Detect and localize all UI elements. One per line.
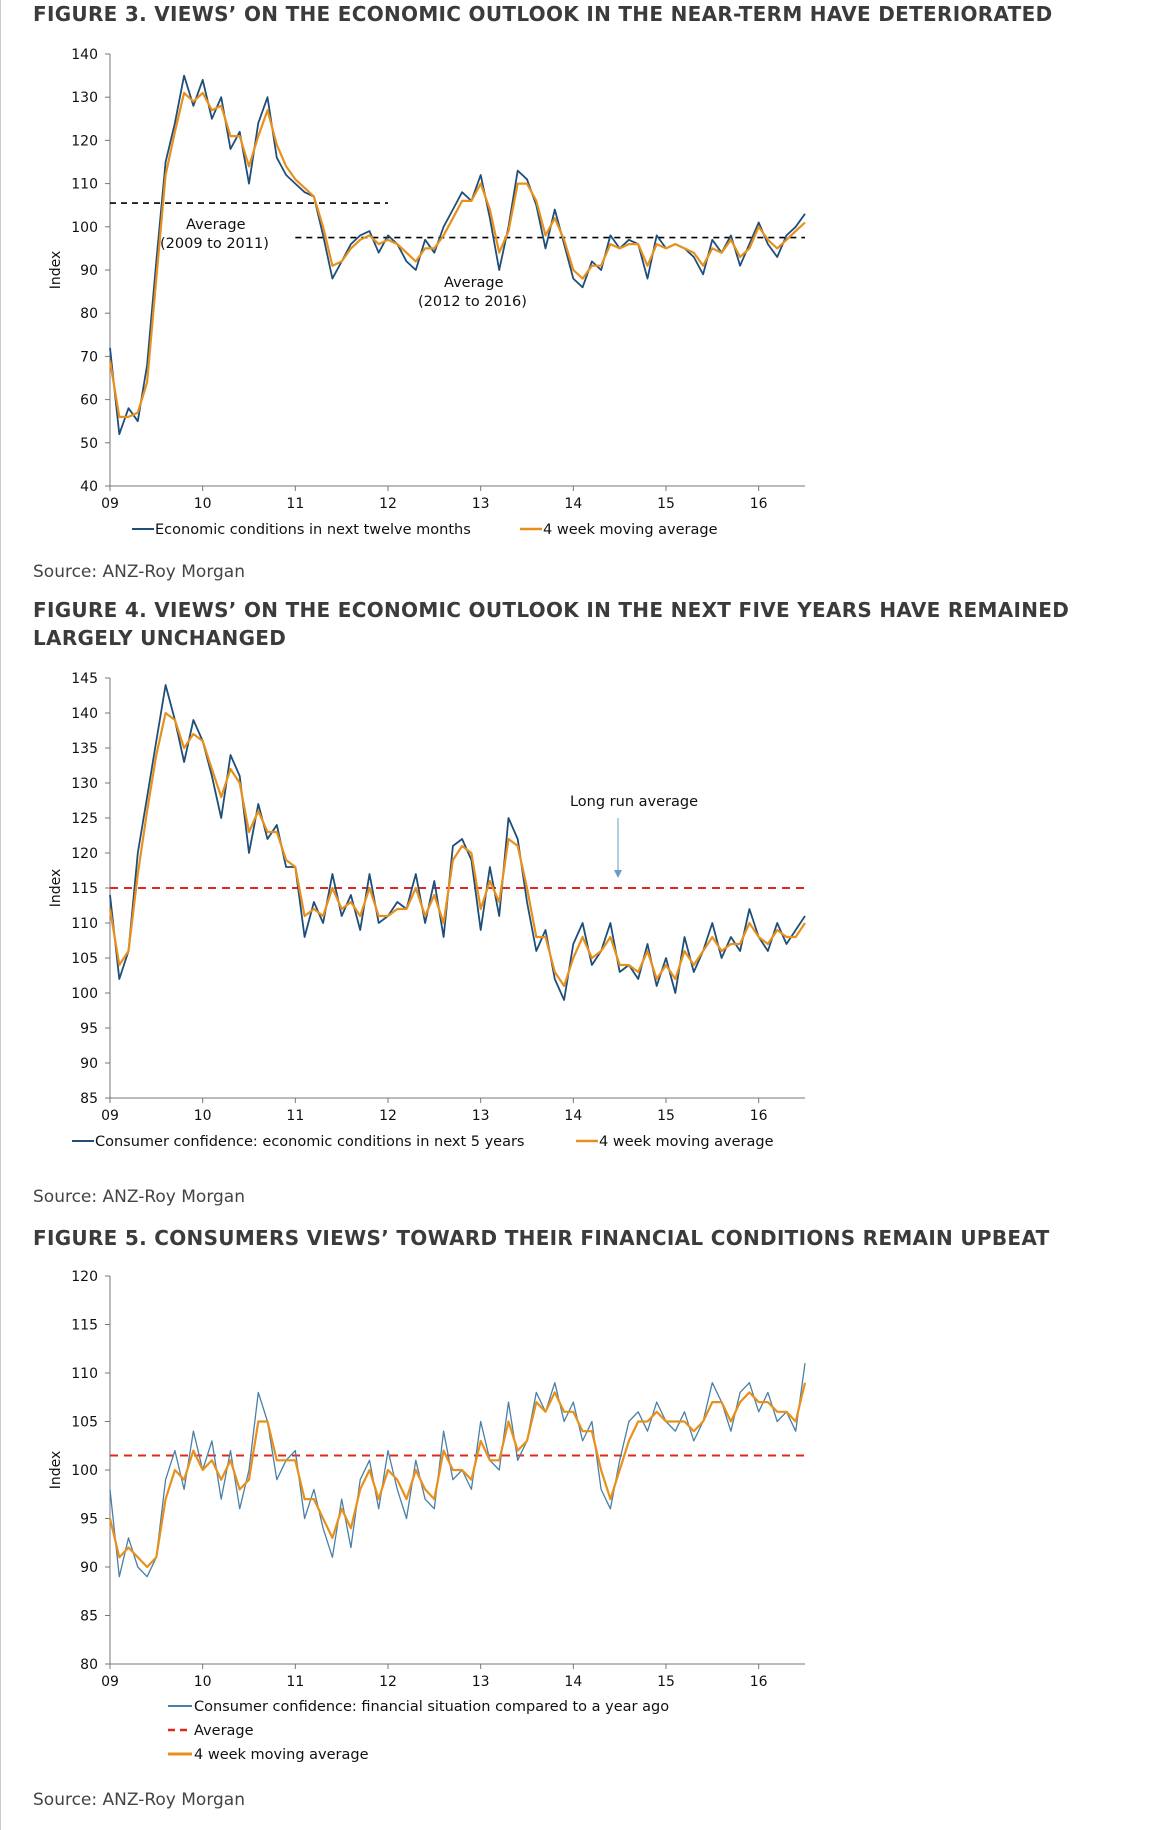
y-tick-label: 90	[80, 1560, 98, 1576]
y-tick-label: 80	[80, 306, 98, 322]
y-tick-label: 105	[71, 1415, 98, 1431]
series-line-moving-average	[108, 1382, 807, 1569]
y-tick-label: 140	[71, 706, 98, 722]
x-tick-label: 12	[379, 1108, 397, 1124]
figure-5-chart: 80 85 90 95 100 105 110 115 120 09 10 11 12 13 14 15 16 I…	[48, 1269, 807, 1763]
series-line-moving-average	[108, 711, 806, 988]
y-tick-label: 140	[71, 47, 98, 63]
y-tick-label: 90	[80, 263, 98, 279]
y-tick-label: 110	[71, 177, 98, 193]
y-tick-label: 125	[71, 811, 98, 827]
x-tick-label: 10	[194, 496, 212, 512]
y-tick-label: 130	[71, 90, 98, 106]
x-tick-label: 14	[564, 496, 582, 512]
y-tick-label: 85	[80, 1609, 98, 1625]
y-tick-label: 50	[80, 436, 98, 452]
y-tick-label: 95	[80, 1512, 98, 1528]
x-tick-label: 09	[101, 1108, 119, 1124]
x-tick-label: 10	[194, 1108, 212, 1124]
y-tick-label: 130	[71, 776, 98, 792]
y-tick-label: 60	[80, 393, 98, 409]
x-tick-label: 12	[379, 1674, 397, 1690]
reference-line-label: Average	[444, 275, 504, 291]
y-axis-label: Index	[48, 869, 64, 908]
y-tick-label: 135	[71, 741, 98, 757]
x-tick-label: 15	[657, 496, 675, 512]
x-tick-label: 09	[101, 1674, 119, 1690]
x-tick-label: 11	[286, 1674, 304, 1690]
reference-line-label: Long run average	[570, 794, 698, 810]
y-tick-label: 40	[80, 479, 98, 495]
legend-label: Consumer confidence: economic conditions…	[95, 1134, 524, 1150]
y-tick-label: 70	[80, 349, 98, 365]
figure-3-chart: 40 50 60 70 80 90 100 110 120 130 140 09 10 11 12 13 14 1…	[48, 47, 806, 538]
reference-line-label: Average	[186, 217, 246, 233]
y-tick-label: 120	[71, 133, 98, 149]
y-tick-label: 145	[71, 671, 98, 687]
x-tick-label: 14	[564, 1674, 582, 1690]
y-tick-label: 80	[80, 1657, 98, 1673]
series-line-primary	[109, 74, 806, 436]
figure-4-source: Source: ANZ-Roy Morgan	[33, 1187, 246, 1207]
x-tick-label: 15	[657, 1108, 675, 1124]
legend-label: 4 week moving average	[599, 1134, 774, 1150]
y-tick-label: 110	[71, 1366, 98, 1382]
y-tick-label: 85	[80, 1091, 98, 1107]
y-tick-label: 115	[71, 1318, 98, 1334]
y-tick-label: 115	[71, 881, 98, 897]
x-tick-label: 11	[286, 496, 304, 512]
x-tick-label: 16	[750, 1108, 768, 1124]
x-tick-label: 15	[657, 1674, 675, 1690]
y-tick-label: 120	[71, 846, 98, 862]
y-tick-label: 100	[71, 1463, 98, 1479]
x-tick-label: 16	[750, 496, 768, 512]
y-tick-label: 95	[80, 1021, 98, 1037]
figure-3-title: FIGURE 3. VIEWS’ ON THE ECONOMIC OUTLOOK…	[33, 2, 1053, 26]
legend-label: Average	[194, 1723, 254, 1739]
y-tick-label: 100	[71, 220, 98, 236]
y-tick-label: 105	[71, 951, 98, 967]
page-left-border	[0, 0, 1, 1830]
y-tick-label: 90	[80, 1056, 98, 1072]
y-tick-label: 120	[71, 1269, 98, 1285]
x-tick-label: 13	[472, 496, 490, 512]
x-tick-label: 13	[472, 1108, 490, 1124]
reference-line-sublabel: (2012 to 2016)	[418, 294, 527, 310]
y-axis-label: Index	[48, 1451, 64, 1490]
y-tick-label: 110	[71, 916, 98, 932]
y-axis-label: Index	[48, 251, 64, 290]
figure-4-chart: 85 90 95 100 105 110 115 120 125 130 135 140 145 09 10…	[48, 671, 806, 1150]
series-line-primary	[109, 684, 806, 1001]
figure-3-source: Source: ANZ-Roy Morgan	[33, 562, 246, 582]
series-line-moving-average	[108, 91, 806, 418]
figure-4-title: FIGURE 4. VIEWS’ ON THE ECONOMIC OUTLOOK…	[33, 598, 1070, 650]
annotation-arrow-head	[614, 870, 622, 878]
legend-label: Economic conditions in next twelve month…	[155, 522, 471, 538]
figure-5-title: FIGURE 5. CONSUMERS VIEWS’ TOWARD THEIR …	[33, 1226, 1050, 1250]
reference-line-sublabel: (2009 to 2011)	[160, 236, 269, 252]
x-tick-label: 16	[750, 1674, 768, 1690]
legend-label: 4 week moving average	[543, 522, 718, 538]
legend-label: 4 week moving average	[194, 1747, 369, 1763]
y-tick-label: 100	[71, 986, 98, 1002]
x-tick-label: 11	[286, 1108, 304, 1124]
legend-label: Consumer confidence: financial situation…	[194, 1699, 669, 1715]
x-tick-label: 14	[564, 1108, 582, 1124]
x-tick-label: 13	[472, 1674, 490, 1690]
x-tick-label: 10	[194, 1674, 212, 1690]
x-tick-label: 12	[379, 496, 397, 512]
figure-5-source: Source: ANZ-Roy Morgan	[33, 1790, 246, 1810]
x-tick-label: 09	[101, 496, 119, 512]
